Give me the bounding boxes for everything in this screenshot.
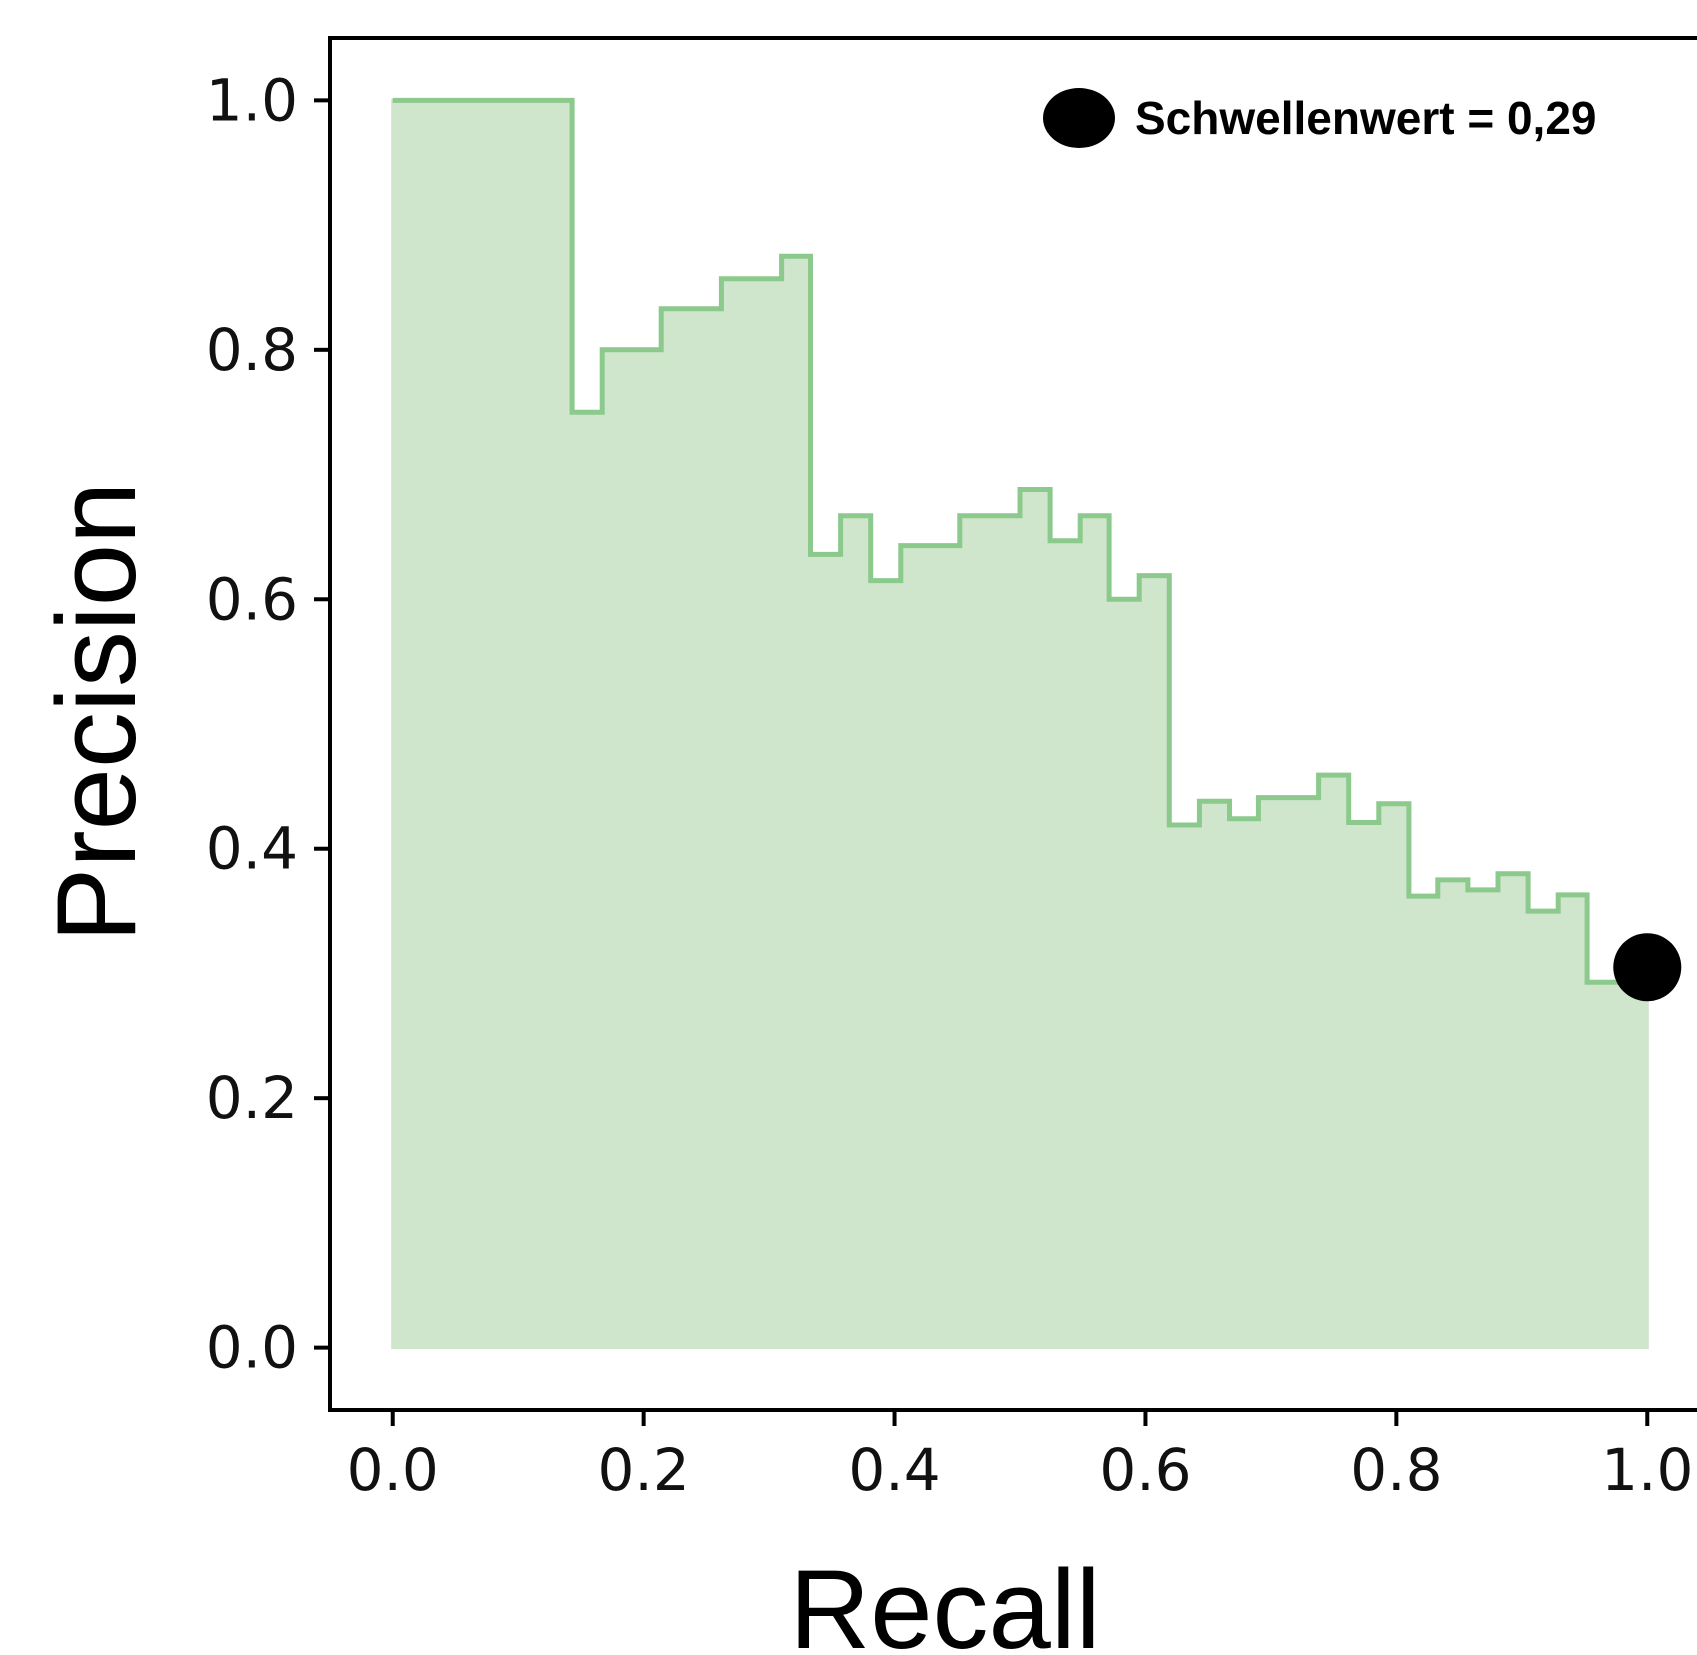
- axes-frame: [328, 36, 1697, 1412]
- x-tick-label-1: 0.2: [598, 1436, 690, 1504]
- pr-area-0: [391, 98, 1649, 1350]
- y-tick-label-0: 0.0: [206, 1314, 298, 1382]
- legend-marker-icon: [1043, 88, 1115, 148]
- pr-step-line-0: [392, 97, 1648, 985]
- y-tick-label-5: 1.0: [206, 66, 298, 134]
- y-tick-label-1: 0.2: [206, 1064, 298, 1132]
- y-tick-label-3: 0.6: [206, 565, 298, 633]
- plot-area: [391, 97, 1682, 1350]
- y-tick-label-4: 0.8: [206, 316, 298, 384]
- x-tick-label-0: 0.0: [347, 1436, 439, 1504]
- legend-label: Schwellenwert = 0,29: [1135, 92, 1597, 144]
- x-tick-label-3: 0.6: [1099, 1436, 1191, 1504]
- threshold-point: [1613, 933, 1682, 1002]
- x-tick-label-4: 0.8: [1350, 1436, 1442, 1504]
- axes: 0.0 0.2 0.4 0.6 0.8 1.0 0.0 0.2 0.4 0.6 0.8 1.0: [206, 36, 1697, 1504]
- y-tick-label-2: 0.4: [206, 815, 298, 883]
- x-axis-title: Recall: [789, 1547, 1100, 1655]
- x-tick-label-2: 0.4: [848, 1436, 940, 1504]
- x-tick-label-5: 1.0: [1601, 1436, 1693, 1504]
- legend: Schwellenwert = 0,29: [1043, 88, 1597, 148]
- y-axis-title: Precision: [34, 482, 159, 943]
